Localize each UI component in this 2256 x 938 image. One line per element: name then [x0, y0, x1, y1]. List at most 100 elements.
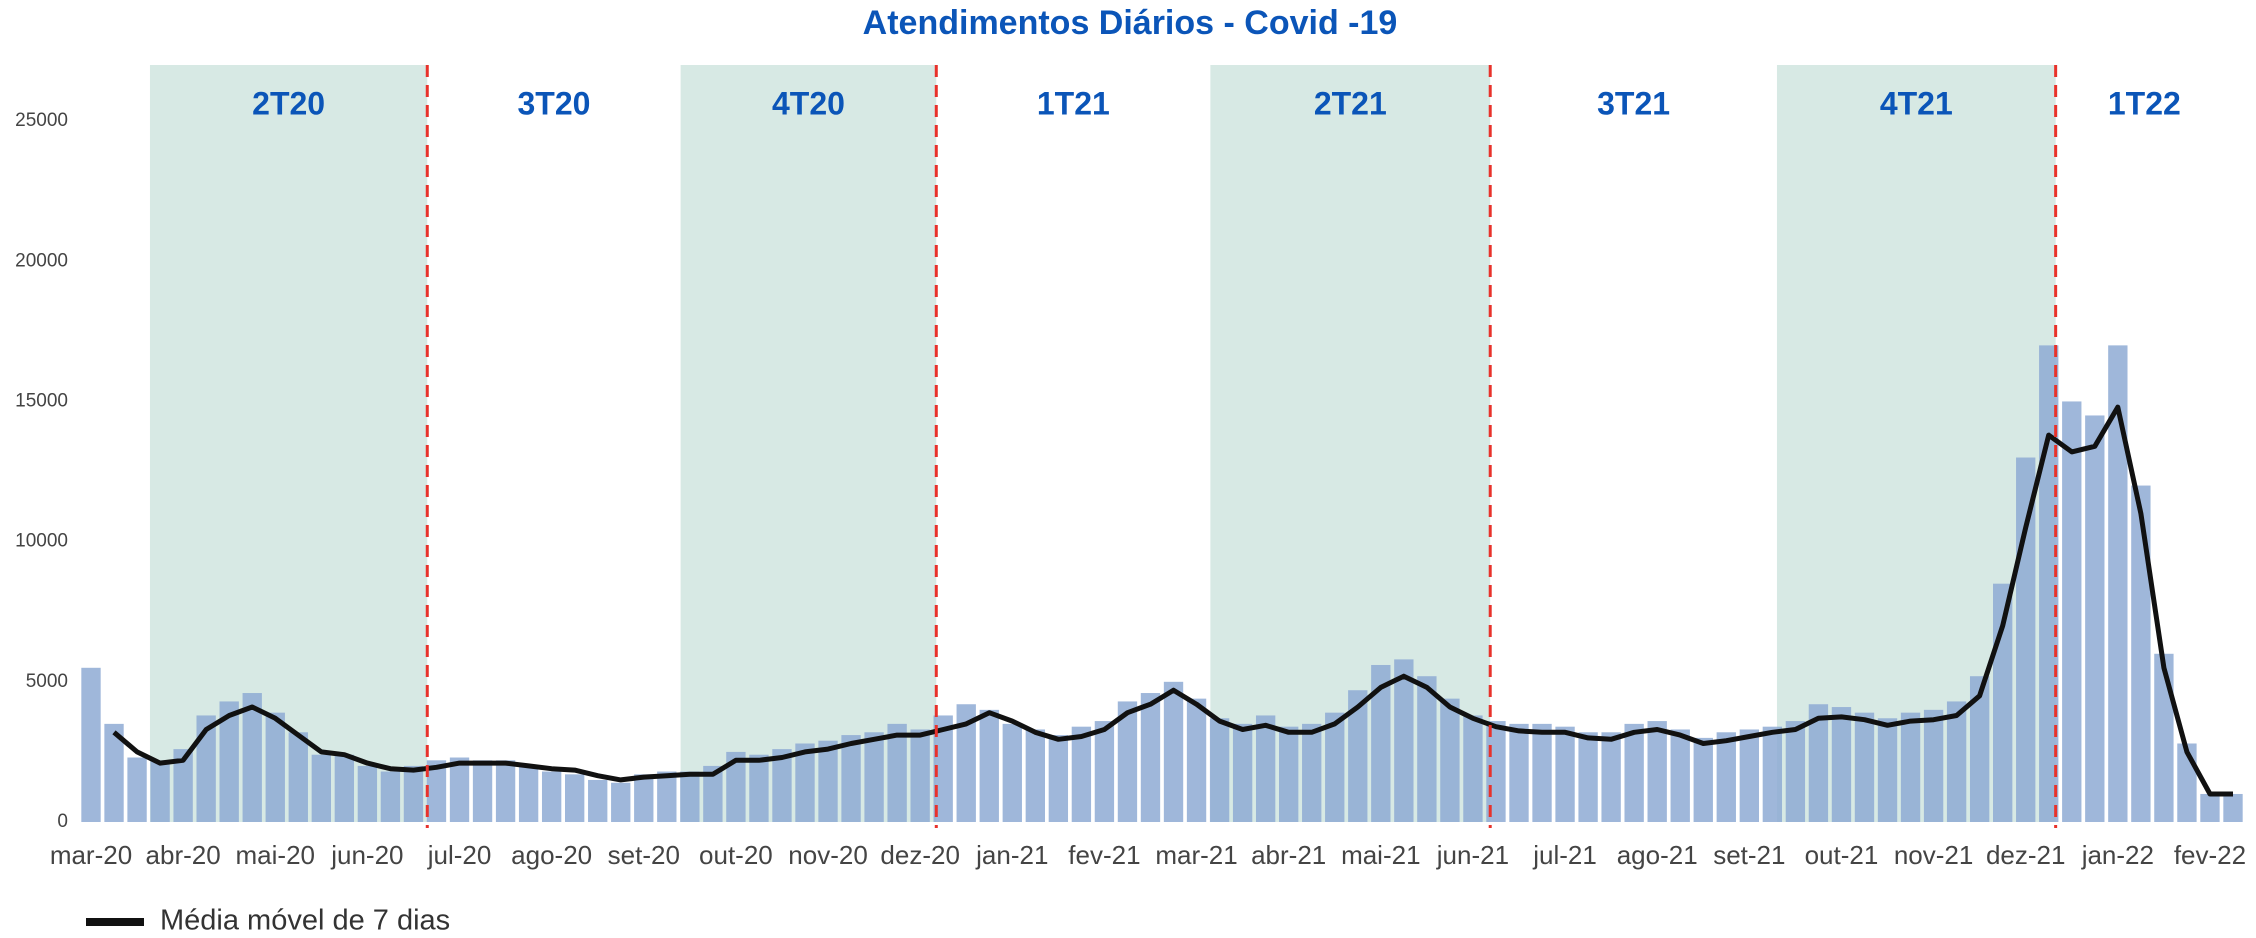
period-label: 3T20: [517, 85, 590, 121]
bar: [1209, 718, 1230, 822]
x-tick-label: mai-20: [236, 840, 315, 870]
period-label: 2T21: [1314, 85, 1387, 121]
bar: [1785, 721, 1806, 822]
x-tick-label: dez-21: [1986, 840, 2066, 870]
bar: [1877, 718, 1898, 822]
x-tick-label: jun-20: [330, 840, 403, 870]
bar: [81, 667, 101, 822]
bar: [1371, 664, 1391, 822]
x-tick-label: ago-20: [511, 840, 592, 870]
period-band: [149, 65, 428, 822]
x-tick-label: mar-21: [1155, 840, 1237, 870]
bar: [1048, 735, 1069, 822]
x-tick-label: jun-21: [1436, 840, 1509, 870]
bar: [1117, 701, 1138, 822]
bar: [887, 723, 907, 822]
chart-title: Atendimentos Diários - Covid -19: [863, 4, 1398, 42]
x-tick-label: set-21: [1713, 840, 1785, 870]
bar: [1693, 737, 1713, 822]
bar: [565, 774, 585, 822]
bar: [2016, 457, 2036, 822]
x-tick-label: set-20: [608, 840, 680, 870]
bar: [541, 771, 562, 822]
x-tick-label: mar-20: [50, 840, 132, 870]
bar: [588, 779, 608, 822]
bar: [2200, 793, 2220, 822]
x-tick-label: jan-22: [2081, 840, 2154, 870]
period-label: 1T21: [1037, 85, 1110, 121]
bar: [910, 729, 930, 822]
bar: [1302, 723, 1322, 822]
bar: [495, 760, 516, 822]
bar: [173, 749, 193, 822]
x-tick-label: jul-21: [1532, 840, 1597, 870]
bar: [611, 782, 631, 822]
bar: [311, 754, 331, 822]
bar: [1969, 676, 1990, 822]
bar: [1002, 723, 1022, 822]
bar: [357, 765, 378, 822]
bar: [380, 771, 401, 822]
bar: [127, 757, 147, 822]
y-tick-label: 10000: [15, 531, 68, 552]
x-tick-label: dez-20: [880, 840, 960, 870]
bar: [334, 754, 355, 822]
x-tick-label: jan-21: [975, 840, 1048, 870]
bar: [634, 774, 654, 822]
bar: [1279, 726, 1299, 822]
moving-average-line: [112, 404, 2233, 797]
bar: [196, 715, 216, 822]
bar: [1094, 721, 1115, 822]
bar: [1624, 723, 1644, 822]
bar: [1854, 712, 1875, 822]
y-tick-label: 20000: [15, 250, 68, 271]
bar: [150, 760, 170, 822]
bar: [1255, 715, 1276, 822]
bar: [680, 771, 700, 822]
x-tick-label: ago-21: [1617, 840, 1698, 870]
bar: [818, 740, 838, 822]
x-tick-label: abr-21: [1251, 840, 1326, 870]
bar: [242, 693, 262, 822]
bar: [1578, 732, 1598, 822]
bar: [1900, 712, 1921, 822]
bar: [1601, 732, 1621, 822]
bar: [1762, 726, 1783, 822]
bar: [2108, 345, 2128, 822]
bar: [2085, 415, 2105, 822]
bar: [518, 765, 539, 822]
x-tick-label: nov-20: [788, 840, 868, 870]
bar: [1186, 698, 1207, 822]
bar: [749, 754, 769, 822]
bar: [1946, 701, 1967, 822]
bar: [1025, 729, 1045, 822]
bar: [104, 723, 124, 822]
bar: [403, 765, 424, 822]
bar: [2223, 793, 2243, 822]
y-tick-label: 5000: [26, 671, 68, 692]
period-bands: [149, 65, 2056, 822]
y-tick-label: 0: [57, 811, 68, 832]
bar: [1716, 732, 1736, 822]
bar: [933, 715, 953, 822]
x-tick-label: out-20: [699, 840, 773, 870]
bar: [1647, 721, 1667, 822]
bar: [1440, 698, 1460, 822]
bar: [1325, 712, 1345, 822]
bar: [1923, 709, 1944, 822]
period-label: 4T21: [1880, 85, 1953, 121]
bar: [772, 749, 792, 822]
x-tick-label: nov-21: [1894, 840, 1974, 870]
bar: [265, 712, 285, 822]
bar: [1808, 704, 1829, 822]
bar: [2154, 653, 2174, 822]
bar: [795, 743, 815, 822]
period-label: 1T22: [2108, 85, 2181, 121]
y-tick-label: 25000: [15, 110, 68, 131]
bar: [1555, 726, 1575, 822]
bar: [2062, 401, 2082, 822]
bar: [1394, 659, 1414, 822]
bar: [219, 701, 239, 822]
bar: [1739, 729, 1759, 822]
y-tick-label: 15000: [15, 390, 68, 411]
